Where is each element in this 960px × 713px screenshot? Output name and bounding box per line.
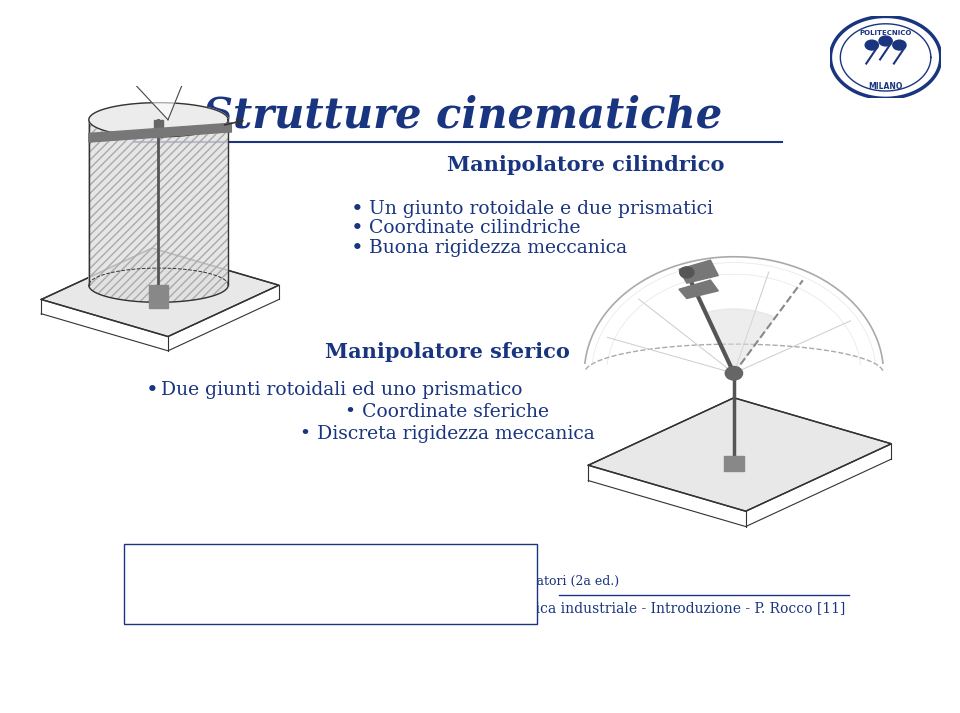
Text: L.Sciavicco, B.Siciliano: L.Sciavicco, B.Siciliano — [134, 562, 282, 575]
Circle shape — [893, 40, 906, 50]
Text: • Coordinate sferiche: • Coordinate sferiche — [346, 404, 549, 421]
Circle shape — [680, 267, 694, 278]
Text: •: • — [350, 218, 363, 238]
Polygon shape — [588, 398, 891, 511]
Circle shape — [725, 366, 743, 380]
Polygon shape — [88, 123, 231, 142]
Polygon shape — [679, 260, 718, 283]
Text: Buona rigidezza meccanica: Buona rigidezza meccanica — [370, 239, 628, 257]
Text: I disegni sono tratti dal testo:: I disegni sono tratti dal testo: — [134, 550, 323, 563]
Text: Robotica industriale – Modellistica e controllo di robot manipolatori (2a ed.): Robotica industriale – Modellistica e co… — [134, 575, 619, 588]
Text: Coordinate cilindriche: Coordinate cilindriche — [370, 220, 581, 237]
FancyBboxPatch shape — [124, 544, 537, 624]
Circle shape — [865, 40, 878, 50]
Text: Strutture cinematiche: Strutture cinematiche — [203, 95, 722, 137]
Text: POLITECNICO: POLITECNICO — [859, 30, 912, 36]
Polygon shape — [830, 16, 941, 98]
Polygon shape — [107, 34, 201, 120]
Text: Manipolatore sferico: Manipolatore sferico — [324, 342, 570, 361]
Bar — [724, 456, 744, 471]
Text: •: • — [146, 380, 158, 400]
Text: •: • — [350, 237, 363, 257]
Text: MILANO: MILANO — [869, 83, 902, 91]
Text: • Discreta rigidezza meccanica: • Discreta rigidezza meccanica — [300, 425, 595, 443]
Polygon shape — [88, 103, 228, 302]
Text: Mc Graw-Hill, 2000: Mc Graw-Hill, 2000 — [134, 588, 260, 602]
Polygon shape — [154, 120, 163, 137]
Bar — [149, 285, 168, 308]
Text: Robotica industriale - Introduzione - P. Rocco [11]: Robotica industriale - Introduzione - P.… — [494, 601, 846, 615]
Polygon shape — [679, 280, 718, 299]
Polygon shape — [89, 103, 228, 137]
Polygon shape — [41, 248, 279, 337]
Text: •: • — [350, 199, 363, 219]
Text: Due giunti rotoidali ed uno prismatico: Due giunti rotoidali ed uno prismatico — [161, 381, 522, 399]
Circle shape — [879, 36, 892, 46]
Text: Un giunto rotoidale e due prismatici: Un giunto rotoidale e due prismatici — [370, 200, 713, 218]
Text: Manipolatore cilindrico: Manipolatore cilindrico — [447, 155, 725, 175]
Polygon shape — [706, 309, 776, 374]
